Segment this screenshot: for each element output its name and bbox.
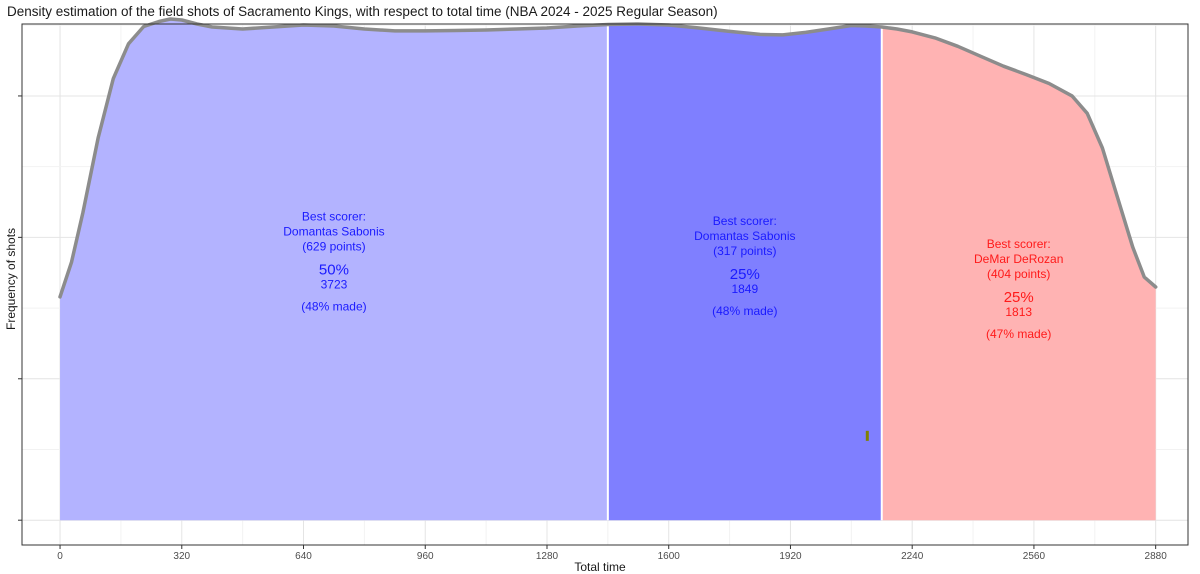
best-scorer-name-2: Domantas Sabonis <box>694 229 795 243</box>
best-scorer-name-3: DeMar DeRozan <box>974 252 1063 266</box>
x-tick-label: 2880 <box>1145 551 1168 562</box>
best-scorer-points-1: (629 points) <box>302 240 365 254</box>
x-tick-label: 2240 <box>901 551 924 562</box>
made-percent-3: (47% made) <box>986 327 1051 341</box>
shot-share-percent-3: 25% <box>1004 289 1034 306</box>
density-region-1 <box>60 19 608 521</box>
x-tick-label: 320 <box>173 551 190 562</box>
shot-count-1: 3723 <box>321 278 348 292</box>
annotations-layer: Best scorer:Domantas Sabonis(629 points)… <box>283 210 1063 341</box>
axis-layer: 0 320 640 960 1280 1600 1920 2240 2560 2880 <box>18 95 1168 562</box>
x-tick-label: 1920 <box>779 551 802 562</box>
x-tick-label: 1280 <box>536 551 559 562</box>
shot-count-2: 1849 <box>731 282 758 296</box>
best-scorer-name-1: Domantas Sabonis <box>283 225 384 239</box>
density-region-3 <box>881 26 1156 521</box>
shot-count-3: 1813 <box>1005 305 1032 319</box>
best-scorer-points-2: (317 points) <box>713 244 776 258</box>
panel-border <box>21 23 1189 546</box>
best-scorer-label-1: Best scorer: <box>302 210 366 224</box>
regions-layer <box>60 19 1156 521</box>
shot-share-percent-1: 50% <box>319 262 349 279</box>
x-axis-label: Total time <box>574 560 626 574</box>
marker-tick <box>865 430 869 441</box>
x-tick-label: 0 <box>57 551 63 562</box>
made-percent-1: (48% made) <box>301 300 366 314</box>
made-percent-2: (48% made) <box>712 304 777 318</box>
x-tick-label: 1600 <box>658 551 681 562</box>
x-tick-label: 960 <box>417 551 434 562</box>
best-scorer-points-3: (404 points) <box>987 267 1050 281</box>
chart-title: Density estimation of the field shots of… <box>7 4 718 19</box>
density-region-2 <box>607 24 882 521</box>
best-scorer-label-3: Best scorer: <box>987 237 1051 251</box>
shot-share-percent-2: 25% <box>730 266 760 283</box>
x-tick-label: 2560 <box>1023 551 1046 562</box>
best-scorer-label-2: Best scorer: <box>713 214 777 228</box>
x-tick-label: 640 <box>295 551 312 562</box>
